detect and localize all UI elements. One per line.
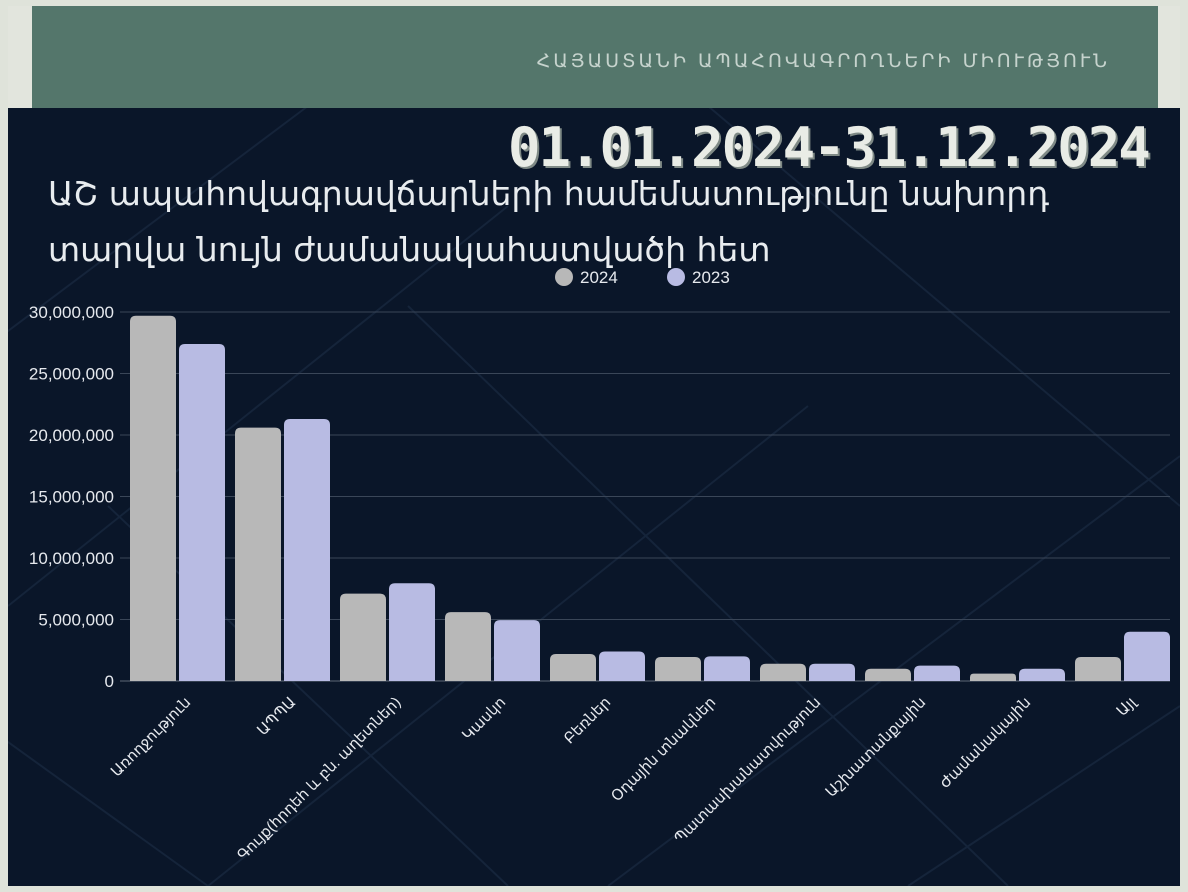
y-tick-label: 10,000,000 [29,549,114,568]
bar-2024 [340,593,386,681]
bar-2023 [914,665,960,681]
date-range: 01.01.2024-31.12.2024 [508,116,1151,179]
legend-label: 2024 [580,268,618,287]
slide-title: ԱՇ ապահովագրավճարների համեմատությունը նա… [48,166,1158,278]
x-category-label: Աշխատանքային [822,694,929,801]
bar-2023 [599,651,645,681]
bar-2023 [704,656,750,681]
bar-2024 [550,653,596,681]
legend-marker-2024 [555,268,573,286]
bar-2023 [1019,668,1065,681]
y-tick-label: 0 [105,672,114,691]
x-category-label: Ժամանակային [936,694,1034,792]
x-category-label: ԱՊՊԱ [254,694,299,739]
bar-2023 [284,419,330,681]
x-category-label: Կասկո [459,694,509,744]
bar-2024 [655,657,701,681]
bar-2024 [445,612,491,681]
bar-2023 [389,583,435,681]
x-category-label: Բեռներ [561,694,615,748]
y-tick-label: 30,000,000 [29,303,114,322]
title-line-1: ԱՇ ապահովագրավճարների համեմատությունը նա… [48,174,1050,213]
bar-2023 [1124,631,1170,681]
bar-2024 [130,315,176,681]
y-tick-label: 15,000,000 [29,488,114,507]
y-tick-label: 20,000,000 [29,426,114,445]
x-category-label: Գույք(հրդեհ և բն. աղետներ) [234,694,404,864]
bar-2024 [865,668,911,681]
bar-2024 [970,673,1016,681]
y-tick-label: 5,000,000 [38,611,114,630]
bar-chart: 0 5,000,000 10,000,000 15,000,000 20,000,000… [29,268,1170,864]
header-right-bar [1158,6,1180,108]
bar-2023 [494,620,540,681]
bar-2023 [809,663,855,681]
legend-marker-2023 [667,268,685,286]
legend-label: 2023 [692,268,730,287]
bar-2023 [179,343,225,681]
bar-2024 [1075,657,1121,681]
x-category-label: Այլ [1113,693,1140,720]
bar-2024 [235,427,281,681]
y-tick-label: 25,000,000 [29,365,114,384]
header-bar: ՀԱՅԱՍՏԱՆԻ ԱՊԱՀՈՎԱԳՐՈՂՆԵՐԻ ՄԻՈՒԹՅՈՒՆ [32,6,1158,108]
organization-name: ՀԱՅԱՍՏԱՆԻ ԱՊԱՀՈՎԱԳՐՈՂՆԵՐԻ ՄԻՈՒԹՅՈՒՆ [536,50,1110,72]
title-line-2: տարվա նույն ժամանակահատվածի հետ [48,230,771,269]
x-category-label: Առողջություն [108,694,195,781]
bar-2024 [760,663,806,681]
x-category-label: Օդային տնակներ [608,694,719,805]
slide: ՀԱՅԱՍՏԱՆԻ ԱՊԱՀՈՎԱԳՐՈՂՆԵՐԻ ՄԻՈՒԹՅՈՒՆ 01.0… [8,6,1180,886]
header-left-bar [8,6,32,108]
